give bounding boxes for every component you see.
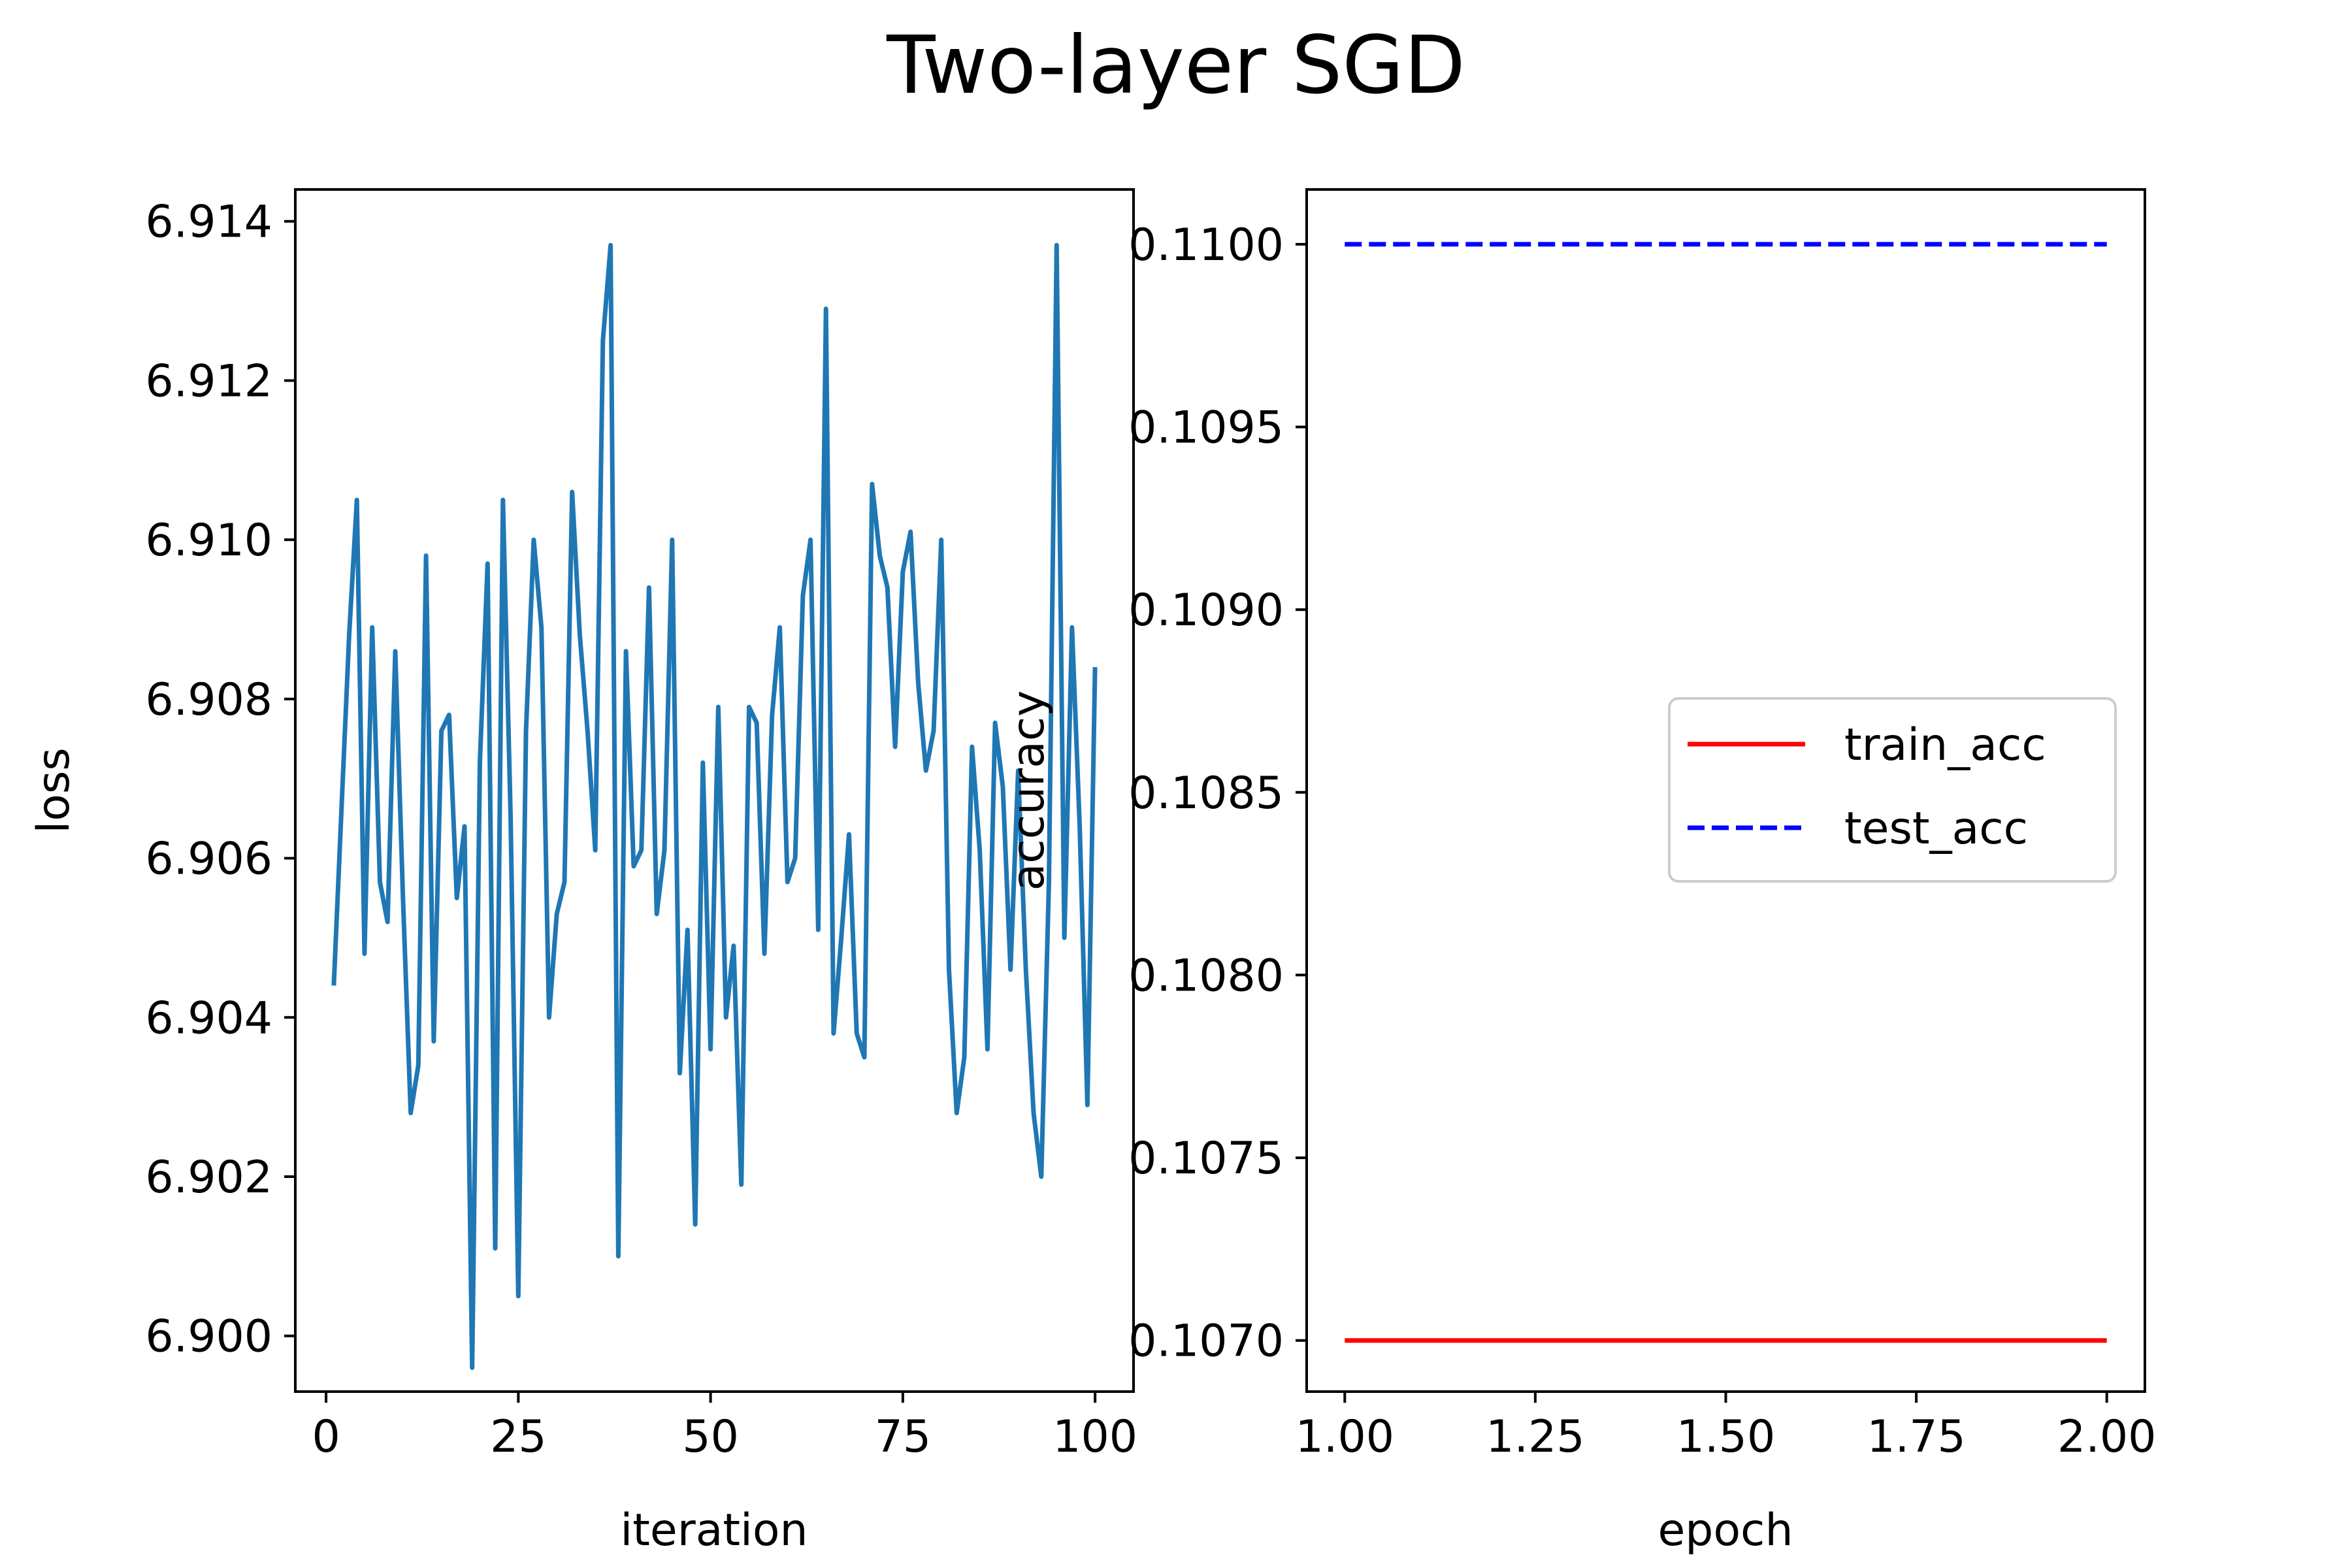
accuracy-y-axis-label: accuracy	[1003, 691, 1054, 891]
accuracy-x-tick-label: 2.00	[2057, 1411, 2156, 1463]
loss-y-tick-label: 6.900	[145, 1311, 272, 1363]
accuracy-y-ticks: 0.1070 0.1075 0.1080 0.1085 0.1090 0.1095 0.11…	[1128, 220, 1307, 1367]
figure-title: Two-layer SGD	[886, 19, 1465, 112]
accuracy-x-axis-label: epoch	[1658, 1505, 1793, 1556]
loss-x-tick-label: 50	[682, 1411, 739, 1463]
accuracy-axes-frame	[1305, 188, 2146, 1393]
accuracy-legend: train_acc test_acc	[1668, 697, 2117, 883]
loss-x-tick-label: 75	[875, 1411, 932, 1463]
loss-series	[331, 242, 1098, 1370]
accuracy-y-tick-label: 0.1095	[1128, 402, 1284, 454]
legend-train-acc-label: train_acc	[1844, 719, 2046, 771]
loss-axes-frame	[294, 188, 1135, 1393]
loss-x-tick-label: 25	[490, 1411, 547, 1463]
loss-x-tick-label: 0	[312, 1411, 340, 1463]
accuracy-y-tick-label: 0.1100	[1128, 220, 1284, 271]
loss-y-tick-label: 6.912	[145, 355, 272, 407]
loss-y-tick-label: 6.906	[145, 834, 272, 885]
accuracy-x-ticks: 1.00 1.25 1.50 1.75 2.00	[1296, 1392, 2156, 1463]
loss-x-tick-label: 100	[1053, 1411, 1137, 1463]
accuracy-y-tick-label: 0.1085	[1128, 768, 1284, 819]
loss-y-tick-label: 6.904	[145, 992, 272, 1044]
loss-x-ticks: 0 25 50 75 100	[312, 1392, 1137, 1463]
loss-y-tick-label: 6.910	[145, 515, 272, 566]
accuracy-series	[1345, 242, 2107, 1343]
loss-y-tick-label: 6.914	[145, 197, 272, 248]
loss-y-tick-label: 6.908	[145, 674, 272, 726]
legend-test-acc-label: test_acc	[1844, 803, 2028, 855]
loss-y-ticks: 6.900 6.902 6.904 6.906 6.908 6.910 6.912 6.914	[145, 197, 295, 1363]
accuracy-y-tick-label: 0.1080	[1128, 950, 1284, 1002]
accuracy-panel: 1.00 1.25 1.50 1.75 2.00 0.10700.10750.10800…	[1003, 188, 2156, 1556]
accuracy-x-tick-label: 1.00	[1296, 1411, 1394, 1463]
accuracy-x-tick-label: 1.50	[1676, 1411, 1775, 1463]
accuracy-x-tick-label: 1.25	[1486, 1411, 1584, 1463]
loss-y-tick-label: 6.902	[145, 1152, 272, 1203]
accuracy-y-tick-label: 0.1090	[1128, 585, 1284, 636]
accuracy-y-tick-label: 0.1075	[1128, 1133, 1284, 1184]
loss-panel: 0 25 50 75 100 6.900 6.902 6.904 6.906 6.908 6.91…	[28, 188, 1137, 1556]
loss-y-axis-label: loss	[28, 747, 80, 833]
accuracy-x-tick-label: 1.75	[1867, 1411, 1965, 1463]
accuracy-y-tick-label: 0.1070	[1128, 1316, 1284, 1367]
loss-series-loss	[331, 242, 1098, 1370]
loss-x-axis-label: iteration	[620, 1505, 808, 1556]
